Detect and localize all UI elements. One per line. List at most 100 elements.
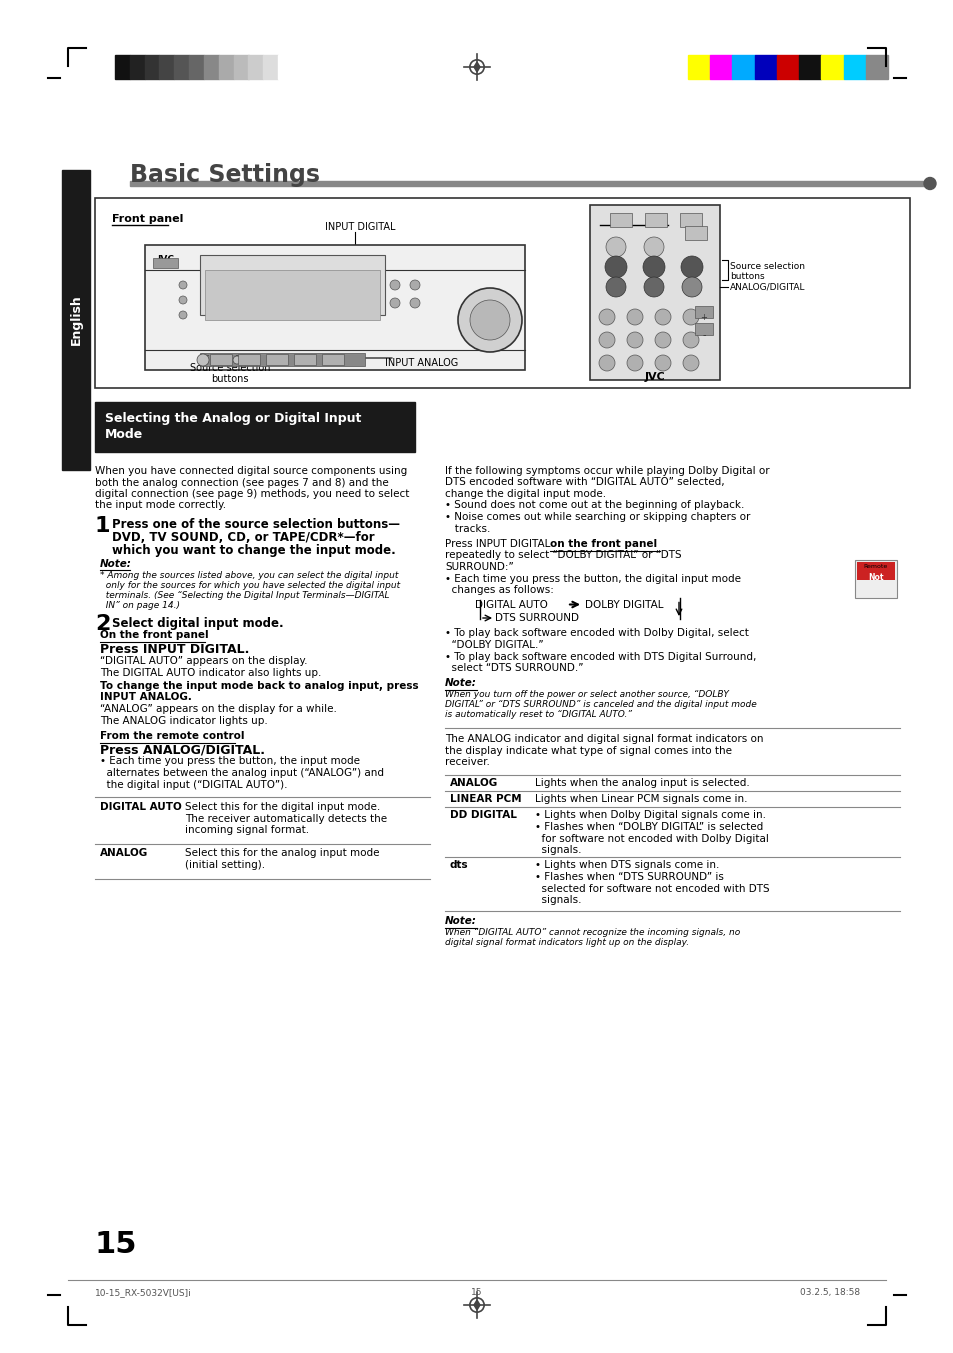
Circle shape <box>410 298 419 308</box>
Text: Remote: Remote <box>863 564 887 570</box>
Text: DIGITAL AUTO: DIGITAL AUTO <box>100 802 182 812</box>
Bar <box>248 55 263 78</box>
Bar <box>589 206 720 380</box>
Polygon shape <box>474 62 479 72</box>
Bar <box>695 306 712 318</box>
Bar <box>95 402 415 452</box>
Text: 2: 2 <box>95 614 111 635</box>
Text: The DIGITAL AUTO indicator also lights up.: The DIGITAL AUTO indicator also lights u… <box>100 667 321 678</box>
Text: DIGITAL AUTO: DIGITAL AUTO <box>475 599 547 609</box>
Text: On the front panel: On the front panel <box>100 630 209 640</box>
Text: Lights when the analog input is selected.: Lights when the analog input is selected… <box>535 778 749 789</box>
Text: +: + <box>700 313 707 322</box>
Bar <box>145 55 159 78</box>
Text: buttons: buttons <box>729 272 763 281</box>
Text: change the digital input mode.: change the digital input mode. <box>444 488 605 499</box>
Bar <box>679 212 701 227</box>
Text: English: English <box>70 295 82 345</box>
Bar <box>115 55 130 78</box>
Bar <box>62 170 90 469</box>
Text: select “DTS SURROUND.”: select “DTS SURROUND.” <box>444 663 583 672</box>
Text: • Each time you press the button, the digital input mode: • Each time you press the button, the di… <box>444 574 740 583</box>
Bar <box>644 212 666 227</box>
Circle shape <box>626 331 642 348</box>
Text: Selecting the Analog or Digital Input: Selecting the Analog or Digital Input <box>105 413 361 425</box>
Bar <box>278 55 293 78</box>
Bar <box>854 560 896 598</box>
Text: Select this for the analog input mode: Select this for the analog input mode <box>185 848 379 859</box>
Text: terminals. (See “Selecting the Digital Input Terminals—DIGITAL: terminals. (See “Selecting the Digital I… <box>100 590 389 599</box>
Bar <box>263 55 278 78</box>
Polygon shape <box>474 1300 479 1310</box>
Circle shape <box>655 308 670 325</box>
Circle shape <box>655 331 670 348</box>
Text: From the remote control: From the remote control <box>100 731 244 741</box>
Bar <box>200 254 385 315</box>
Bar <box>145 245 524 369</box>
Text: DOLBY DIGITAL: DOLBY DIGITAL <box>584 599 662 609</box>
Text: • Lights when Dolby Digital signals come in.: • Lights when Dolby Digital signals come… <box>535 810 765 820</box>
Text: Source selection: Source selection <box>729 262 804 271</box>
Text: If the following symptoms occur while playing Dolby Digital or: If the following symptoms occur while pl… <box>444 465 769 476</box>
Text: which you want to change the input mode.: which you want to change the input mode. <box>112 544 395 557</box>
Circle shape <box>598 308 615 325</box>
Text: • Noise comes out while searching or skipping chapters or: • Noise comes out while searching or ski… <box>444 511 750 522</box>
Text: Select digital input mode.: Select digital input mode. <box>112 617 283 629</box>
Text: Press INPUT DIGITAL.: Press INPUT DIGITAL. <box>100 643 249 656</box>
Text: both the analog connection (see pages 7 and 8) and the: both the analog connection (see pages 7 … <box>95 478 388 487</box>
Circle shape <box>682 331 699 348</box>
Text: only for the sources for which you have selected the digital input: only for the sources for which you have … <box>100 580 399 590</box>
Bar <box>130 55 145 78</box>
Bar <box>95 198 909 388</box>
Text: alternates between the analog input (“ANALOG”) and: alternates between the analog input (“AN… <box>100 769 384 778</box>
Text: The receiver automatically detects the: The receiver automatically detects the <box>185 813 387 824</box>
Circle shape <box>680 256 702 277</box>
Text: for software not encoded with Dolby Digital: for software not encoded with Dolby Digi… <box>535 833 768 843</box>
Text: Lights when Linear PCM signals come in.: Lights when Linear PCM signals come in. <box>535 794 747 805</box>
Bar <box>237 354 260 365</box>
Text: DD DIGITAL: DD DIGITAL <box>450 810 517 820</box>
Text: ANALOG/DIGITAL: ANALOG/DIGITAL <box>729 281 804 291</box>
Text: When you have connected digital source components using: When you have connected digital source c… <box>95 465 407 476</box>
Text: 03.2.5, 18:58: 03.2.5, 18:58 <box>799 1288 859 1298</box>
Text: “ANALOG” appears on the display for a while.: “ANALOG” appears on the display for a wh… <box>100 704 336 714</box>
Text: Note:: Note: <box>444 678 476 689</box>
Bar <box>174 55 189 78</box>
Text: • To play back software encoded with DTS Digital Surround,: • To play back software encoded with DTS… <box>444 652 756 662</box>
Text: receiver.: receiver. <box>444 756 489 767</box>
Text: • Flashes when “DOLBY DIGITAL” is selected: • Flashes when “DOLBY DIGITAL” is select… <box>535 823 762 832</box>
Text: on the front panel: on the front panel <box>550 538 657 549</box>
Text: When you turn off the power or select another source, “DOLBY: When you turn off the power or select an… <box>444 690 728 700</box>
Text: Press ANALOG/DIGITAL.: Press ANALOG/DIGITAL. <box>100 744 265 756</box>
Circle shape <box>457 288 521 352</box>
Text: (initial setting).: (initial setting). <box>185 861 265 870</box>
Text: DTS encoded software with “DIGITAL AUTO” selected,: DTS encoded software with “DIGITAL AUTO”… <box>444 478 724 487</box>
Circle shape <box>233 356 241 364</box>
Bar <box>200 353 365 367</box>
Text: The ANALOG indicator lights up.: The ANALOG indicator lights up. <box>100 716 268 725</box>
Bar <box>799 55 821 78</box>
Text: the input mode correctly.: the input mode correctly. <box>95 501 226 510</box>
Text: SURROUND:”: SURROUND:” <box>444 561 514 572</box>
Text: • Each time you press the button, the input mode: • Each time you press the button, the in… <box>100 756 359 767</box>
Bar <box>204 55 218 78</box>
Text: is automatically reset to “DIGITAL AUTO.”: is automatically reset to “DIGITAL AUTO.… <box>444 710 631 718</box>
Circle shape <box>604 256 626 277</box>
Bar <box>218 55 233 78</box>
Text: “DIGITAL AUTO” appears on the display.: “DIGITAL AUTO” appears on the display. <box>100 656 307 666</box>
Text: signals.: signals. <box>535 846 581 855</box>
Circle shape <box>598 354 615 371</box>
Circle shape <box>179 311 187 319</box>
Circle shape <box>196 354 209 367</box>
Text: • To play back software encoded with Dolby Digital, select: • To play back software encoded with Dol… <box>444 629 748 639</box>
Bar <box>776 55 799 78</box>
Text: ANALOG: ANALOG <box>100 848 148 859</box>
Text: INPUT ANALOG: INPUT ANALOG <box>385 359 457 368</box>
Text: 10-15_RX-5032V[US]i: 10-15_RX-5032V[US]i <box>95 1288 192 1298</box>
Text: incoming signal format.: incoming signal format. <box>185 825 309 835</box>
Text: DVD, TV SOUND, CD, or TAPE/CDR*—for: DVD, TV SOUND, CD, or TAPE/CDR*—for <box>112 530 375 544</box>
Text: * Among the sources listed above, you can select the digital input: * Among the sources listed above, you ca… <box>100 571 398 579</box>
Circle shape <box>470 300 510 340</box>
Circle shape <box>682 308 699 325</box>
Bar <box>152 258 178 268</box>
